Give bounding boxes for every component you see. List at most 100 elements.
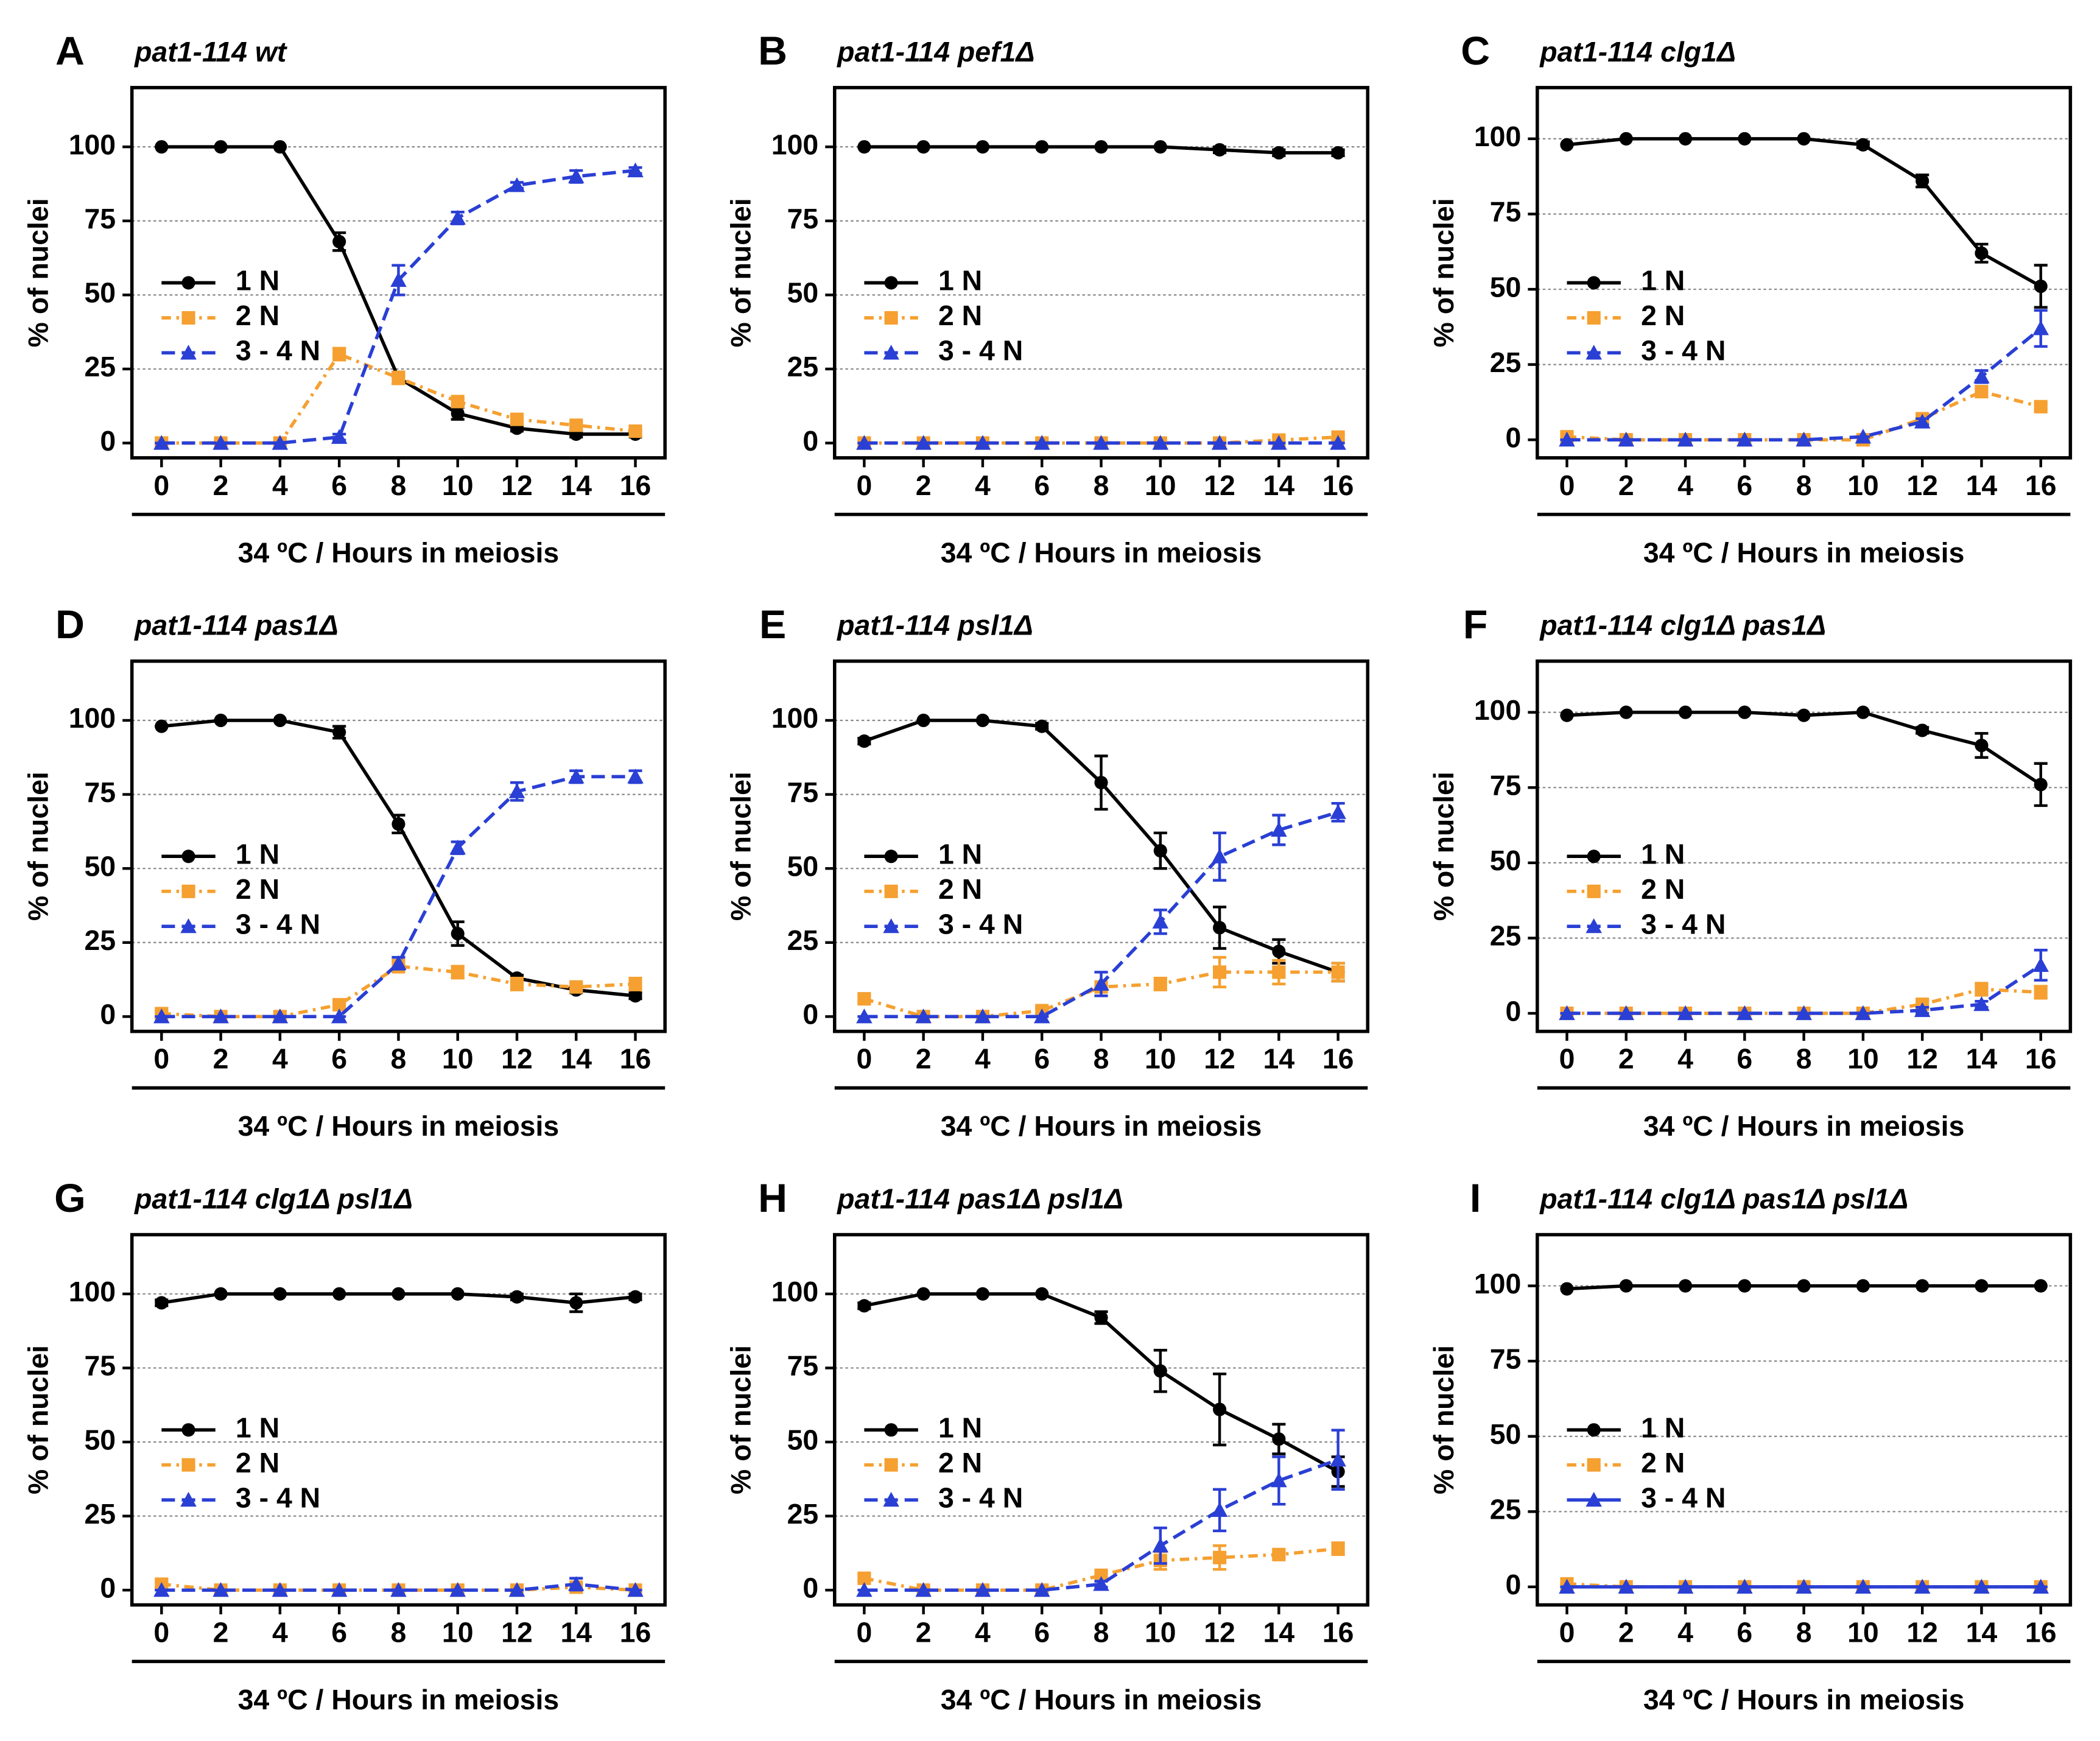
marker bbox=[974, 435, 991, 450]
panel-title: pat1-114 pef1Δ bbox=[836, 36, 1034, 68]
marker bbox=[916, 140, 930, 154]
marker bbox=[1678, 705, 1693, 719]
marker bbox=[1975, 739, 1989, 753]
series-line bbox=[161, 169, 636, 445]
legend-label: 2 N bbox=[1641, 1447, 1685, 1479]
x-tick-label: 16 bbox=[620, 1616, 651, 1648]
marker bbox=[1856, 138, 1870, 152]
series-line bbox=[161, 964, 636, 1019]
panel-letter: H bbox=[758, 1176, 787, 1221]
marker bbox=[449, 1581, 466, 1597]
y-tick-label: 25 bbox=[787, 1498, 819, 1530]
marker bbox=[1035, 140, 1049, 154]
x-tick-label: 8 bbox=[1796, 470, 1812, 501]
marker bbox=[915, 1008, 932, 1024]
x-tick-label: 16 bbox=[620, 1043, 651, 1075]
marker bbox=[1738, 132, 1752, 146]
marker bbox=[1737, 1005, 1753, 1021]
marker bbox=[1559, 1005, 1575, 1021]
y-tick-label: 100 bbox=[771, 128, 818, 160]
y-tick-label: 0 bbox=[100, 999, 116, 1030]
marker bbox=[392, 371, 406, 385]
series-line bbox=[161, 352, 636, 445]
marker bbox=[392, 817, 406, 831]
plot-frame bbox=[1536, 86, 2073, 460]
legend-marker bbox=[884, 884, 898, 898]
y-tick-label: 100 bbox=[1474, 121, 1521, 152]
x-tick-label: 6 bbox=[1737, 1616, 1752, 1648]
y-tick-label: 0 bbox=[1506, 995, 1522, 1027]
x-tick-label: 2 bbox=[213, 470, 229, 501]
marker bbox=[2034, 985, 2048, 999]
x-tick-label: 4 bbox=[1677, 470, 1693, 501]
marker bbox=[1916, 174, 1930, 188]
x-tick-label: 14 bbox=[560, 1616, 592, 1648]
marker bbox=[567, 1576, 585, 1591]
marker bbox=[916, 713, 930, 728]
marker bbox=[2034, 399, 2048, 413]
x-tick-label: 0 bbox=[1559, 1043, 1575, 1075]
marker bbox=[2034, 280, 2048, 294]
marker bbox=[1975, 385, 1989, 399]
marker bbox=[510, 977, 524, 991]
marker bbox=[567, 168, 585, 183]
x-axis-label: 34 ºC / Hours in meiosis bbox=[238, 1110, 560, 1142]
marker bbox=[857, 734, 871, 748]
y-axis-label: % of nuclei bbox=[1428, 1345, 1459, 1494]
marker bbox=[2034, 778, 2048, 792]
legend-label: 2 N bbox=[938, 873, 982, 905]
y-tick-label: 100 bbox=[771, 702, 818, 734]
y-tick-label: 0 bbox=[100, 425, 116, 457]
x-tick-label: 12 bbox=[1204, 1616, 1235, 1648]
marker bbox=[153, 435, 170, 450]
legend-label: 3 - 4 N bbox=[236, 909, 320, 940]
marker bbox=[1796, 1578, 1812, 1594]
y-tick-label: 75 bbox=[85, 203, 116, 234]
x-tick-label: 8 bbox=[391, 1043, 407, 1075]
x-tick-label: 10 bbox=[442, 1043, 474, 1075]
marker bbox=[1153, 1364, 1167, 1378]
marker bbox=[1855, 1005, 1872, 1021]
x-axis-label: 34 ºC / Hours in meiosis bbox=[941, 1684, 1262, 1715]
marker bbox=[331, 1008, 348, 1024]
x-tick-label: 10 bbox=[442, 470, 474, 501]
y-axis-label: % of nuclei bbox=[725, 772, 757, 921]
marker bbox=[1213, 142, 1227, 157]
marker bbox=[272, 1581, 289, 1597]
panel-letter: B bbox=[758, 29, 787, 74]
x-tick-label: 16 bbox=[1322, 1616, 1354, 1648]
marker bbox=[212, 435, 229, 450]
legend-marker bbox=[181, 1423, 195, 1437]
marker bbox=[1271, 1472, 1287, 1488]
y-axis-label: % of nuclei bbox=[1428, 772, 1459, 921]
y-tick-label: 100 bbox=[771, 1276, 818, 1307]
x-tick-label: 0 bbox=[1559, 470, 1575, 501]
legend-label: 3 - 4 N bbox=[1641, 335, 1726, 367]
y-tick-label: 25 bbox=[1490, 1494, 1522, 1525]
marker bbox=[332, 1287, 346, 1301]
marker bbox=[627, 162, 644, 178]
marker bbox=[1211, 1502, 1228, 1517]
marker bbox=[1973, 996, 1990, 1011]
marker bbox=[1677, 1005, 1694, 1021]
x-tick-label: 6 bbox=[331, 1616, 347, 1648]
plot-frame bbox=[832, 659, 1370, 1033]
legend-label: 1 N bbox=[236, 265, 279, 297]
marker bbox=[1272, 965, 1286, 979]
x-tick-label: 16 bbox=[1322, 1043, 1354, 1075]
x-tick-label: 12 bbox=[501, 470, 533, 501]
marker bbox=[1975, 246, 1989, 260]
y-tick-label: 50 bbox=[787, 1424, 819, 1455]
x-tick-label: 0 bbox=[856, 470, 872, 501]
panel-title: pat1-114 clg1Δ psl1Δ bbox=[133, 1183, 413, 1215]
series-line bbox=[161, 719, 636, 998]
x-tick-label: 6 bbox=[1034, 470, 1050, 501]
marker bbox=[508, 783, 525, 798]
y-tick-label: 25 bbox=[1490, 920, 1522, 952]
marker bbox=[272, 1008, 289, 1024]
marker bbox=[628, 424, 642, 438]
legend-label: 1 N bbox=[938, 265, 982, 297]
